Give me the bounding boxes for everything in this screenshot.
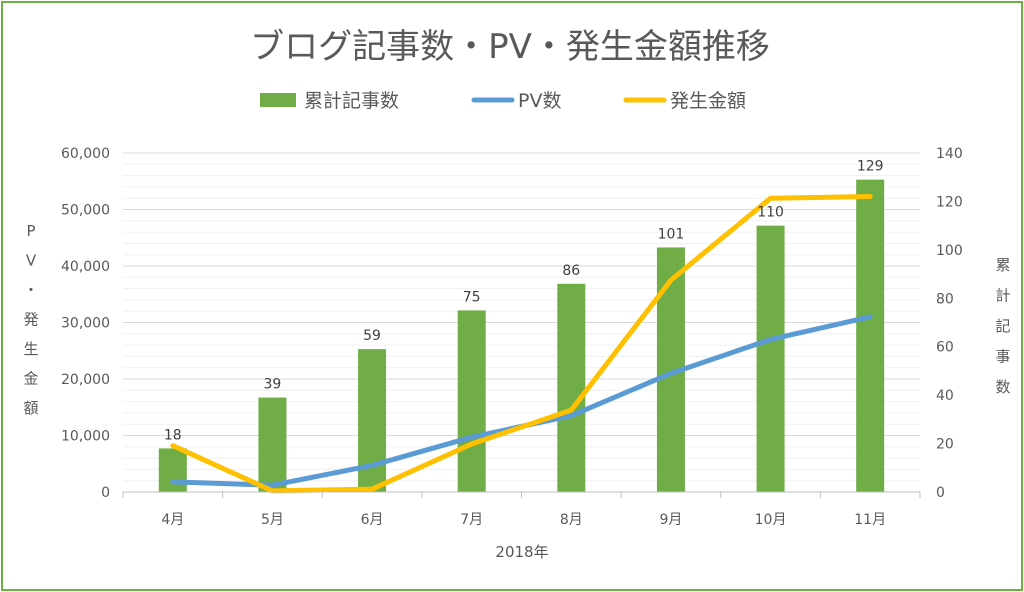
axes: 4月 5月 6月 7月 8月 9月 10月 11月 0 10,000 20,000 30,000 40,… — [61, 146, 963, 528]
x-tick-label-1: 4月 — [161, 512, 184, 528]
right-tick-label: 80 — [936, 291, 954, 307]
y-axis-title-left-char: ・ — [23, 281, 38, 299]
y-axis-title-left-char: 額 — [23, 399, 38, 417]
bar-3 — [358, 349, 387, 492]
y-axis-title-right-char: 事 — [995, 348, 1010, 366]
data-label-5: 86 — [562, 263, 580, 279]
right-tick-label: 60 — [936, 340, 954, 356]
y-axis-title-left-char: V — [26, 252, 37, 270]
y-axis-title-right-char: 累 — [995, 256, 1010, 274]
data-label-4: 75 — [463, 289, 481, 305]
bar-1 — [158, 448, 187, 492]
right-tick-label: 40 — [936, 388, 954, 404]
data-labels: 18 39 59 75 86 101 110 129 — [164, 159, 884, 444]
right-tick-label: 120 — [936, 194, 963, 210]
x-tick-label-6: 9月 — [659, 512, 682, 528]
x-tick-label-5: 8月 — [560, 512, 583, 528]
right-tick-label: 140 — [936, 146, 963, 162]
x-tick-label-7: 10月 — [755, 512, 787, 528]
data-label-1: 18 — [164, 427, 182, 443]
bar-8 — [856, 179, 885, 492]
legend-label-pv: PV数 — [518, 90, 561, 112]
revenue-line — [170, 194, 873, 494]
y-axis-title-left-char: P — [26, 222, 35, 240]
left-tick-label: 10,000 — [61, 429, 110, 445]
x-tick-label-8: 11月 — [854, 512, 886, 528]
legend-label-articles: 累計記事数 — [304, 90, 399, 112]
y-axis-title-left: PV ・発生金額 — [23, 222, 38, 417]
right-tick-label: 0 — [936, 485, 945, 501]
data-label-3: 59 — [363, 328, 381, 344]
left-tick-label: 50,000 — [61, 203, 110, 219]
data-label-8: 129 — [857, 159, 884, 175]
legend-label-revenue: 発生金額 — [670, 90, 746, 112]
chart-title: ブログ記事数・PV・発生金額推移 — [250, 27, 770, 67]
y-axis-title-right: 累計記事数 — [995, 256, 1010, 396]
data-label-7: 110 — [757, 205, 784, 221]
bar-4 — [457, 310, 486, 492]
y-axis-title-left-char: 金 — [23, 370, 38, 388]
y-axis-title-right-char: 記 — [995, 317, 1010, 335]
x-tick-label-3: 6月 — [361, 512, 384, 528]
x-tick-label-4: 7月 — [460, 512, 483, 528]
right-tick-label: 100 — [936, 243, 963, 259]
data-label-2: 39 — [264, 377, 282, 393]
y-axis-title-left-char: 生 — [23, 340, 38, 358]
bar-2 — [258, 397, 287, 492]
x-tick-label-2: 5月 — [261, 512, 284, 528]
left-tick-label: 20,000 — [61, 372, 110, 388]
left-tick-label: 60,000 — [61, 146, 110, 162]
legend: 累計記事数 PV数 発生金額 — [260, 90, 746, 112]
line-series — [170, 194, 873, 494]
data-label-6: 101 — [658, 226, 685, 242]
left-tick-label: 30,000 — [61, 316, 110, 332]
legend-swatch-articles — [260, 93, 296, 107]
left-tick-label: 40,000 — [61, 259, 110, 275]
y-axis-title-right-char: 計 — [995, 287, 1010, 305]
x-axis-title: 2018年 — [495, 543, 548, 561]
bar-7 — [756, 225, 785, 492]
left-tick-label: 0 — [101, 485, 110, 501]
gridlines — [123, 152, 920, 482]
y-axis-title-left-char: 発 — [23, 311, 38, 329]
right-tick-label: 20 — [936, 437, 954, 453]
bar-series — [158, 179, 885, 492]
y-axis-title-right-char: 数 — [995, 378, 1010, 396]
bar-5 — [557, 283, 586, 492]
